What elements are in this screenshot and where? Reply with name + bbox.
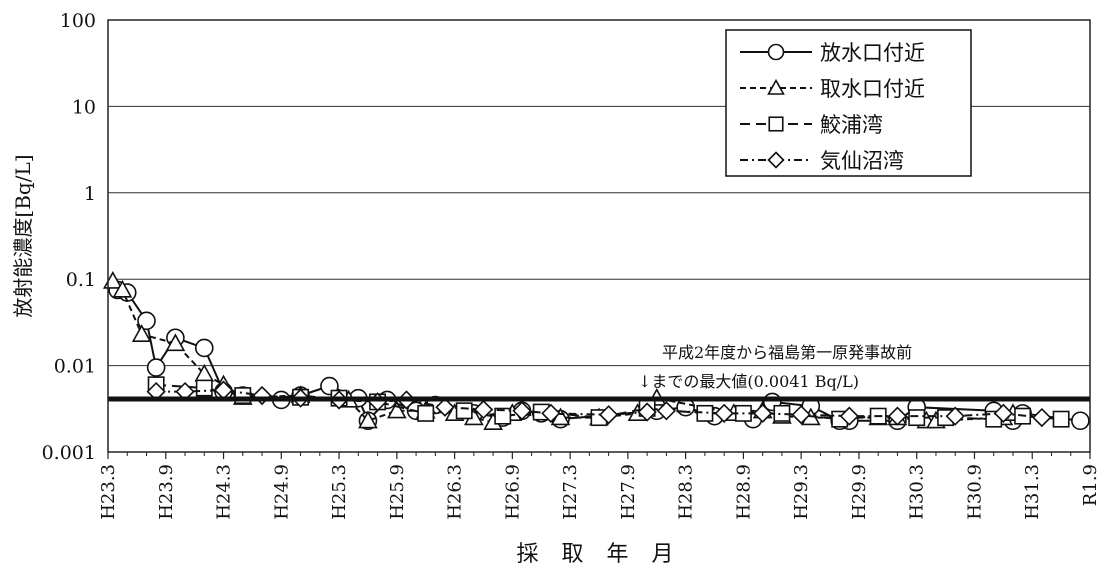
point-triangle xyxy=(386,400,407,419)
point-square xyxy=(768,116,784,132)
reference-line-label-2: ↓までの最大値(0.0041 Bq/L) xyxy=(638,372,859,391)
x-tick-label: H28.3 xyxy=(676,464,697,520)
x-tick-label: H23.9 xyxy=(156,464,177,520)
point-square xyxy=(455,402,473,420)
x-tick-label: H23.3 xyxy=(98,464,119,520)
point-square xyxy=(1052,410,1070,428)
x-tick-label: H28.9 xyxy=(733,464,754,520)
point-diamond xyxy=(839,406,859,426)
x-axis-title: 採 取 年 月 xyxy=(517,542,682,567)
x-tick-label: H30.9 xyxy=(964,464,985,520)
x-tick-label: H26.3 xyxy=(445,464,466,520)
point-diamond xyxy=(767,151,785,169)
point-circle xyxy=(146,358,166,377)
point-triangle xyxy=(358,410,378,429)
point-circle xyxy=(137,311,156,331)
point-circle xyxy=(194,338,214,358)
x-tick-label: H29.3 xyxy=(791,464,812,520)
point-diamond xyxy=(656,401,677,421)
y-tick-label: 10 xyxy=(72,96,96,118)
x-tick-label: H30.3 xyxy=(907,464,928,520)
y-axis-title: 放射能濃度[Bq/L] xyxy=(11,154,35,317)
y-tick-label: 1 xyxy=(84,183,96,205)
point-triangle xyxy=(767,78,785,95)
point-triangle xyxy=(131,324,152,342)
reference-line-label-1: 平成2年度から福島第一原発事故前 xyxy=(662,343,912,362)
x-tick-label: H24.3 xyxy=(214,464,235,520)
point-diamond xyxy=(1032,407,1052,428)
point-triangle xyxy=(165,333,186,352)
plot-frame xyxy=(107,19,1091,453)
point-diamond xyxy=(435,397,455,417)
legend-item: 気仙沼湾 xyxy=(740,149,904,173)
y-tick-label: 0.001 xyxy=(42,442,96,464)
point-diamond xyxy=(473,399,494,420)
legend-label: 取水口付近 xyxy=(820,77,925,101)
legend-label: 気仙沼湾 xyxy=(820,149,904,173)
legend-item: 取水口付近 xyxy=(740,77,925,101)
point-circle xyxy=(1071,411,1090,431)
x-tick-label: H27.3 xyxy=(560,464,581,520)
legend-item: 鮫浦湾 xyxy=(740,113,883,137)
point-square xyxy=(195,379,213,397)
x-tick-label: H29.9 xyxy=(849,464,870,520)
x-tick-label: H25.3 xyxy=(329,464,350,520)
point-square xyxy=(908,409,926,427)
point-triangle xyxy=(112,279,133,298)
y-tick-label: 100 xyxy=(60,10,96,32)
point-circle xyxy=(767,43,785,61)
x-tick-label: H25.9 xyxy=(387,464,408,520)
point-square xyxy=(494,407,512,425)
x-tick-label: H27.9 xyxy=(618,464,639,520)
legend-box xyxy=(725,29,972,177)
y-axis: 100 10 1 0.1 0.01 0.001 xyxy=(42,10,96,464)
series-layer xyxy=(102,270,1090,431)
point-square xyxy=(696,404,714,422)
point-diamond xyxy=(887,406,908,426)
legend-label: 放水口付近 xyxy=(820,41,925,65)
point-diamond xyxy=(512,401,532,421)
point-diamond xyxy=(753,403,773,423)
x-tick-label: R1.9 xyxy=(1080,464,1100,506)
x-tick-label: H26.9 xyxy=(502,464,523,520)
series-circle xyxy=(108,280,1090,431)
x-axis: H23.3 H23.9 H24.3 H24.9 H25.3 H25.9 H26.3 H26.9… xyxy=(98,452,1100,520)
point-diamond xyxy=(541,403,561,423)
y-tick-label: 0.1 xyxy=(66,269,96,291)
y-tick-label: 0.01 xyxy=(54,356,96,378)
legend-item: 放水口付近 xyxy=(740,41,925,65)
x-tick-label: H24.9 xyxy=(271,464,292,520)
x-tick-label: H31.3 xyxy=(1022,464,1043,520)
point-diamond xyxy=(637,402,657,422)
point-triangle xyxy=(194,363,215,382)
point-diamond xyxy=(791,405,811,425)
point-square xyxy=(417,404,435,422)
point-diamond xyxy=(945,406,965,426)
point-diamond xyxy=(714,403,734,423)
point-diamond xyxy=(598,405,619,425)
legend-label: 鮫浦湾 xyxy=(820,113,883,137)
point-diamond xyxy=(993,403,1013,423)
point-triangle xyxy=(102,270,123,289)
